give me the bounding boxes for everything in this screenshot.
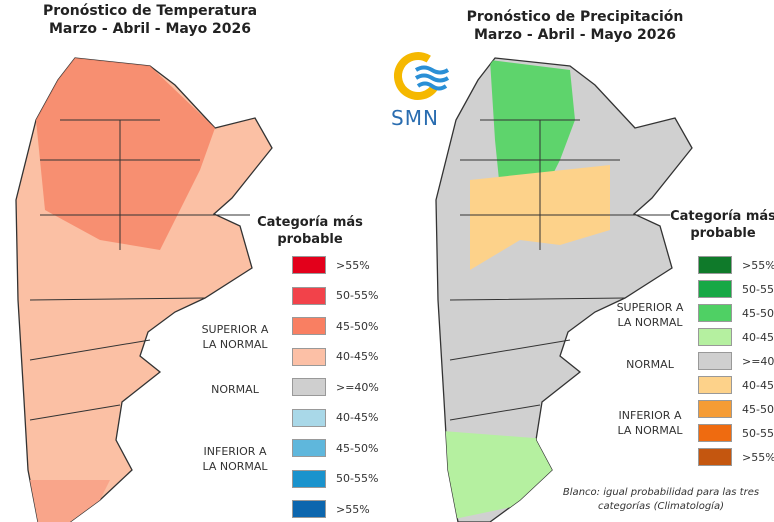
province-borders: [449, 119, 670, 421]
cat-line: SUPERIOR A: [616, 301, 684, 314]
precipitation-legend-title: Categoría más probable: [668, 208, 774, 242]
legend-label: 50-55%: [742, 426, 774, 440]
legend-label: 40-45%: [336, 350, 379, 363]
precip-category-normal: NORMAL: [626, 358, 674, 371]
legend-swatch: [292, 408, 326, 427]
legend-swatch: [698, 376, 732, 394]
legend-label: >55%: [742, 258, 774, 272]
legend-label: 40-45%: [336, 411, 379, 424]
legend-label: 50-55%: [336, 289, 379, 302]
legend-label: 45-50%: [742, 402, 774, 416]
region-green-north: [490, 60, 575, 200]
legend-label: 50-55%: [336, 472, 379, 485]
legend-swatch: [292, 317, 326, 335]
legend-item: 50-55%: [292, 285, 378, 307]
climatology-note: Blanco: igual probabilidad para las tres…: [548, 486, 774, 514]
legend-label: 45-50%: [336, 441, 379, 455]
legend-label: >=40%: [336, 380, 379, 394]
legend-item: >55%: [292, 498, 370, 520]
legend-swatch: [698, 400, 732, 418]
legend-item: >55%: [698, 446, 774, 468]
province-borders: [29, 119, 250, 421]
legend-item: 50-55%: [698, 278, 774, 300]
precipitation-map: [435, 57, 693, 522]
legend-item: 45-50%: [292, 437, 378, 459]
title-line: Marzo - Abril - Mayo 2026: [48, 21, 252, 37]
legend-label: >=40%: [742, 354, 774, 368]
title-line: Marzo - Abril - Mayo 2026: [473, 27, 677, 43]
temp-category-inferior: INFERIOR A LA NORMAL: [180, 444, 290, 474]
title-line: Pronóstico de Precipitación: [466, 9, 684, 25]
cat-line: LA NORMAL: [617, 316, 683, 329]
legend-item: 40-45%: [292, 407, 378, 429]
legend-item: >55%: [698, 254, 774, 276]
legend-item: 45-50%: [698, 398, 774, 420]
region-green-south: [436, 430, 560, 522]
legend-title-line: Categoría más: [670, 209, 774, 224]
legend-swatch: [698, 280, 732, 298]
temp-category-superior: SUPERIOR A LA NORMAL: [180, 322, 290, 352]
legend-item: 40-45%: [698, 326, 774, 348]
cat-line: LA NORMAL: [202, 338, 268, 351]
legend-item: 45-50%: [698, 302, 774, 324]
legend-swatch: [292, 378, 326, 396]
legend-label: 50-55%: [742, 282, 774, 296]
legend-title-line: probable: [277, 232, 343, 247]
title-line: Pronóstico de Temperatura: [42, 3, 258, 19]
legend-label: >55%: [742, 450, 774, 464]
legend-item: 40-45%: [292, 346, 378, 368]
legend-label: 40-45%: [742, 330, 774, 344]
legend-swatch: [292, 256, 326, 274]
legend-label: 45-50%: [336, 319, 379, 333]
cat-line: INFERIOR A: [203, 445, 267, 458]
cat-line: LA NORMAL: [617, 424, 683, 437]
cat-line: LA NORMAL: [202, 460, 268, 473]
legend-swatch: [698, 424, 732, 442]
legend-item: 45-50%: [292, 315, 378, 337]
temperature-map: [15, 57, 273, 522]
note-line: Blanco: igual probabilidad para las tres: [562, 487, 760, 498]
legend-swatch: [292, 439, 326, 457]
legend-label: 45-50%: [742, 306, 774, 320]
precip-category-inferior: INFERIOR A LA NORMAL: [600, 408, 700, 438]
temp-category-normal: NORMAL: [211, 383, 259, 396]
region-45-50: [36, 58, 215, 250]
legend-swatch: [698, 256, 732, 274]
region-south: [30, 480, 110, 522]
legend-item: >=40%: [292, 376, 379, 398]
legend-swatch: [292, 469, 326, 488]
smn-logo: [388, 48, 454, 132]
legend-item: 50-55%: [698, 422, 774, 444]
legend-swatch: [698, 304, 732, 322]
legend-label: >55%: [336, 258, 370, 272]
note-line: categorías (Climatología): [598, 501, 724, 512]
legend-swatch: [292, 347, 326, 366]
legend-item: >=40%: [698, 350, 774, 372]
precip-category-superior: SUPERIOR A LA NORMAL: [600, 300, 700, 330]
legend-swatch: [698, 328, 732, 346]
legend-swatch: [292, 500, 326, 518]
cat-line: SUPERIOR A: [201, 323, 269, 336]
smn-logo-text: SMN: [391, 106, 439, 130]
temperature-legend-title: Categoría más probable: [250, 214, 370, 248]
legend-title-line: probable: [690, 226, 756, 241]
legend-swatch: [698, 352, 732, 370]
cat-line: INFERIOR A: [618, 409, 682, 422]
temperature-title: Pronóstico de Temperatura Marzo - Abril …: [0, 2, 300, 38]
precipitation-title: Pronóstico de Precipitación Marzo - Abri…: [455, 8, 695, 44]
legend-swatch: [698, 448, 732, 466]
smn-logo-icon: [394, 52, 450, 100]
legend-title-line: Categoría más: [257, 215, 363, 230]
legend-item: 40-45%: [698, 374, 774, 396]
legend-item: 50-55%: [292, 468, 378, 490]
legend-swatch: [292, 286, 326, 305]
legend-label: >55%: [336, 502, 370, 516]
legend-label: 40-45%: [742, 378, 774, 392]
legend-item: >55%: [292, 254, 370, 276]
